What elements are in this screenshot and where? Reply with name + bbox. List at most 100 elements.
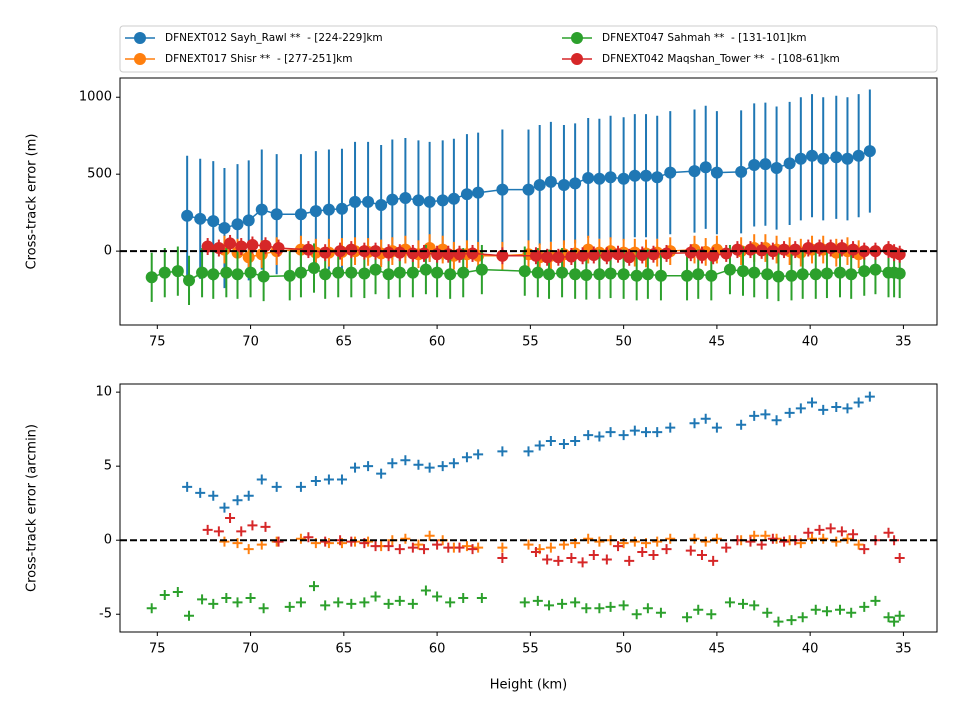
marker	[221, 592, 232, 603]
marker	[145, 271, 158, 284]
marker	[445, 597, 456, 608]
marker	[370, 541, 381, 552]
marker	[543, 268, 556, 281]
marker	[346, 598, 357, 609]
marker	[182, 481, 193, 492]
marker	[369, 263, 382, 276]
marker	[271, 481, 282, 492]
marker	[323, 474, 334, 485]
legend: DFNEXT012 Sayh_Rawl ** - [224-229]km DFNE…	[119, 25, 938, 73]
marker	[641, 268, 654, 281]
marker	[294, 266, 307, 279]
marker	[655, 607, 666, 618]
x-tick-label: 60	[429, 335, 446, 350]
marker	[558, 539, 569, 550]
marker	[605, 427, 616, 438]
marker	[295, 481, 306, 492]
marker	[284, 601, 295, 612]
marker	[835, 242, 848, 255]
marker	[172, 587, 183, 598]
marker	[660, 247, 673, 260]
plot-area	[120, 89, 937, 305]
marker	[518, 265, 531, 278]
y-tick-label: 5	[104, 459, 112, 474]
marker	[566, 552, 577, 563]
marker	[624, 555, 635, 566]
marker	[255, 203, 268, 216]
marker	[195, 487, 206, 498]
marker	[320, 600, 331, 611]
marker	[664, 166, 677, 179]
marker	[393, 266, 406, 279]
marker	[557, 598, 568, 609]
marker	[345, 266, 358, 279]
x-tick-label: 55	[522, 335, 539, 350]
marker	[859, 601, 870, 612]
marker	[869, 263, 882, 276]
marker	[883, 527, 894, 538]
marker	[218, 222, 231, 235]
marker	[419, 263, 432, 276]
x-tick-label: 40	[802, 335, 819, 350]
marker	[256, 539, 267, 550]
marker	[496, 183, 509, 196]
marker	[419, 544, 430, 555]
marker	[696, 550, 707, 561]
marker	[320, 536, 331, 547]
marker	[721, 542, 732, 553]
marker	[382, 246, 395, 259]
marker	[224, 237, 237, 250]
plot-area	[120, 391, 937, 627]
marker	[648, 550, 659, 561]
x-tick-label: 65	[336, 335, 353, 350]
marker	[630, 269, 643, 282]
marker	[294, 208, 307, 221]
marker	[601, 554, 612, 565]
marker	[749, 410, 760, 421]
marker	[219, 536, 230, 547]
marker	[399, 192, 412, 205]
y-axis-label: Cross-track error (arcmin)	[25, 424, 40, 592]
marker	[689, 533, 700, 544]
marker	[349, 195, 362, 208]
marker	[731, 243, 744, 256]
marker	[232, 597, 243, 608]
marker	[437, 461, 448, 472]
marker	[894, 610, 905, 621]
marker	[842, 533, 853, 544]
marker	[307, 262, 320, 275]
marker	[345, 243, 358, 256]
marker	[647, 248, 660, 261]
marker	[467, 544, 478, 555]
marker	[858, 265, 871, 278]
marker	[692, 268, 705, 281]
legend-marker	[571, 32, 583, 44]
marker	[813, 242, 826, 255]
marker	[654, 269, 667, 282]
marker	[303, 532, 314, 543]
marker	[219, 502, 230, 513]
marker	[604, 171, 617, 184]
marker	[259, 239, 272, 252]
marker	[842, 403, 853, 414]
marker	[795, 403, 806, 414]
marker	[394, 595, 405, 606]
marker	[309, 205, 322, 218]
marker	[302, 243, 315, 256]
marker	[295, 533, 306, 544]
marker	[593, 268, 606, 281]
marker	[400, 533, 411, 544]
marker	[532, 595, 543, 606]
marker	[473, 449, 484, 460]
marker	[820, 267, 833, 280]
marker	[853, 539, 864, 550]
marker	[545, 542, 556, 553]
marker	[457, 266, 470, 279]
x-tick-label: 75	[149, 335, 166, 350]
marker	[383, 541, 394, 552]
marker	[893, 248, 906, 261]
marker	[682, 612, 693, 623]
y-tick-label: 0	[104, 533, 112, 548]
marker	[613, 541, 624, 552]
marker	[158, 266, 171, 279]
